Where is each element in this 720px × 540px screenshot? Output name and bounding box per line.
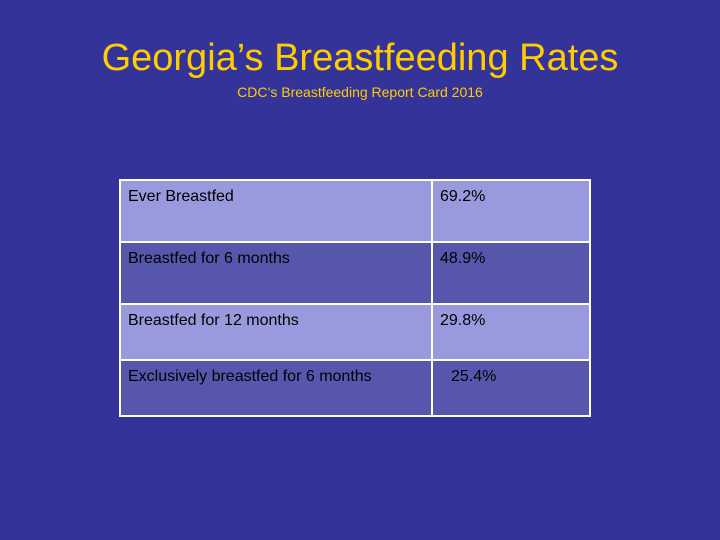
slide-subtitle: CDC’s Breastfeeding Report Card 2016 bbox=[237, 84, 483, 100]
table-row: Breastfed for 6 months 48.9% bbox=[119, 241, 591, 305]
rate-label: Breastfed for 6 months bbox=[119, 241, 433, 305]
rate-label: Ever Breastfed bbox=[119, 179, 433, 243]
rate-label: Breastfed for 12 months bbox=[119, 303, 433, 361]
table-row: Breastfed for 12 months 29.8% bbox=[119, 303, 591, 361]
rate-value: 48.9% bbox=[431, 241, 591, 305]
slide-title: Georgia’s Breastfeeding Rates bbox=[101, 37, 619, 79]
rates-table: Ever Breastfed 69.2% Breastfed for 6 mon… bbox=[119, 179, 591, 417]
table-row: Ever Breastfed 69.2% bbox=[119, 179, 591, 243]
rate-value: 25.4% bbox=[431, 359, 591, 417]
rate-value: 69.2% bbox=[431, 179, 591, 243]
rate-value: 29.8% bbox=[431, 303, 591, 361]
table-row: Exclusively breastfed for 6 months 25.4% bbox=[119, 359, 591, 417]
rate-label: Exclusively breastfed for 6 months bbox=[119, 359, 433, 417]
